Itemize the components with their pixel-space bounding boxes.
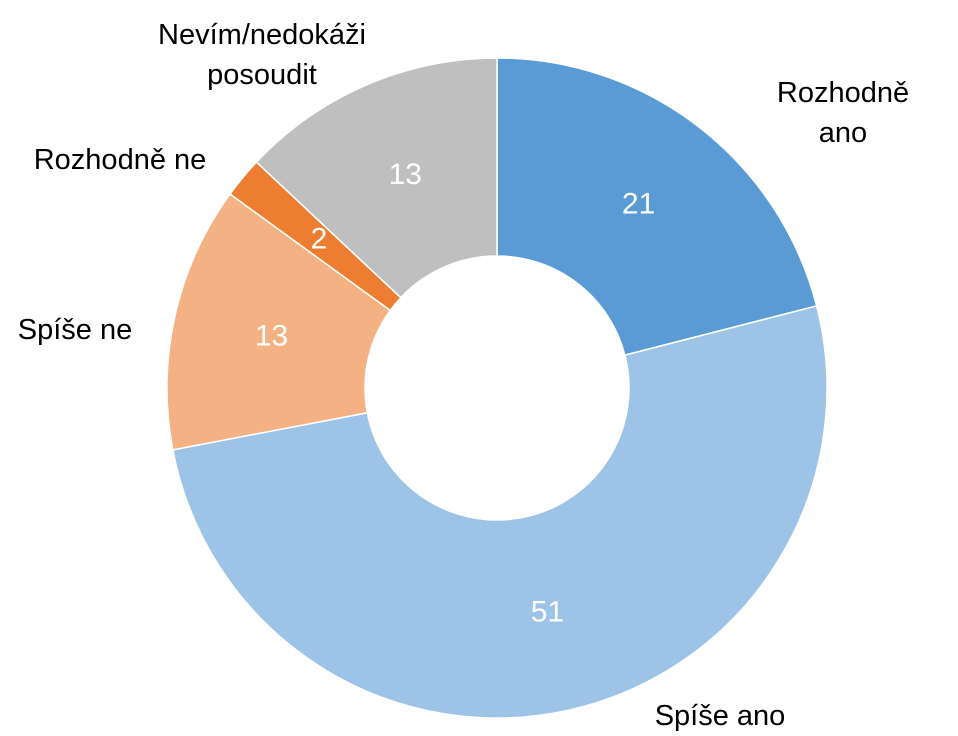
category-label: Rozhodně ano xyxy=(776,77,910,149)
data-label: 21 xyxy=(622,187,655,220)
category-label: Spíše ne xyxy=(17,314,133,346)
data-label: 2 xyxy=(311,223,328,256)
slice xyxy=(171,305,828,719)
data-label: 51 xyxy=(531,595,564,628)
category-label: Rozhodně ne xyxy=(33,144,207,176)
slice xyxy=(496,57,818,357)
category-label: Nevím/nedokáži posoudit xyxy=(158,19,366,91)
data-label: 13 xyxy=(389,158,422,191)
slice xyxy=(255,57,498,299)
data-label: 13 xyxy=(255,320,288,353)
category-label: Spíše ano xyxy=(654,700,786,732)
slice xyxy=(166,192,392,451)
